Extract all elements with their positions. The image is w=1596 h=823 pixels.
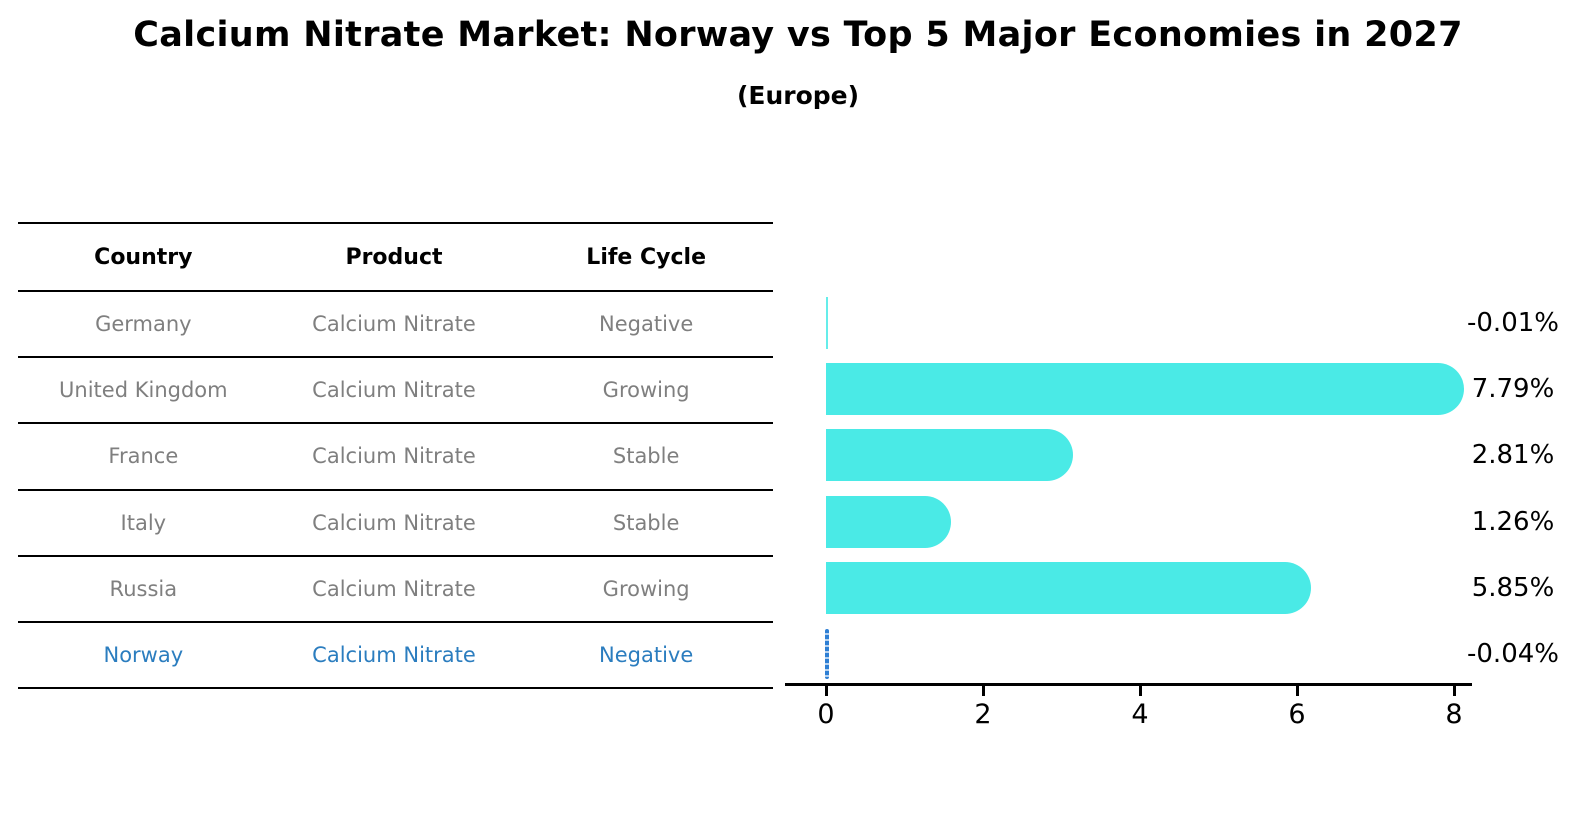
table-header-row: Country Product Life Cycle <box>18 224 773 292</box>
x-axis-tick-2 <box>982 686 985 696</box>
life-cycle-cell: Growing <box>602 378 690 403</box>
x-tick-label-2: 2 <box>974 699 992 730</box>
table-row-france: France Calcium Nitrate Stable <box>18 424 773 491</box>
x-axis-tick-6 <box>1296 686 1299 696</box>
table-row-germany: Germany Calcium Nitrate Negative <box>18 292 773 359</box>
value-label-norway: -0.04% <box>1467 638 1559 669</box>
country-cell: Italy <box>120 510 167 535</box>
table-row-italy: Italy Calcium Nitrate Stable <box>18 491 773 557</box>
life-cycle-cell: Stable <box>612 444 680 469</box>
column-header-product: Product <box>345 244 443 270</box>
product-cell: Calcium Nitrate <box>312 444 476 469</box>
bar-italy <box>826 495 951 548</box>
x-axis-line <box>785 683 1472 686</box>
table-body: Germany Calcium Nitrate Negative United Kin… <box>18 292 773 690</box>
x-tick-label-8: 8 <box>1445 699 1463 730</box>
x-tick-label-6: 6 <box>1288 699 1306 730</box>
life-cycle-cell: Negative <box>599 312 694 337</box>
value-label-italy: 1.26% <box>1471 506 1555 537</box>
product-cell: Calcium Nitrate <box>312 378 476 403</box>
chart-title: Calcium Nitrate Market: Norway vs Top 5 … <box>133 15 1463 55</box>
product-cell: Calcium Nitrate <box>312 312 476 337</box>
country-cell: Russia <box>109 576 178 601</box>
life-cycle-cell: Stable <box>612 510 680 535</box>
life-cycle-cell: Negative <box>599 643 694 668</box>
life-cycle-cell: Growing <box>602 576 690 601</box>
country-cell: United Kingdom <box>59 378 228 403</box>
bar-united-kingdom <box>826 363 1464 416</box>
x-tick-label-4: 4 <box>1131 699 1149 730</box>
value-label-germany: -0.01% <box>1467 308 1559 339</box>
country-cell: Norway <box>103 643 184 668</box>
table-row-norway: Norway Calcium Nitrate Negative <box>18 623 773 690</box>
product-cell: Calcium Nitrate <box>312 576 476 601</box>
bar-france <box>826 429 1073 482</box>
column-header-country: Country <box>94 244 193 270</box>
bar-germany <box>826 297 828 350</box>
x-tick-label-0: 0 <box>817 699 835 730</box>
value-label-france: 2.81% <box>1471 440 1555 471</box>
country-cell: Germany <box>95 312 192 337</box>
product-cell: Calcium Nitrate <box>312 643 476 668</box>
country-table: Country Product Life Cycle Germany Calciu… <box>18 222 773 690</box>
x-axis-tick-8 <box>1453 686 1456 696</box>
table-row-russia: Russia Calcium Nitrate Growing <box>18 557 773 623</box>
column-header-life-cycle: Life Cycle <box>586 244 706 270</box>
chart-subtitle: (Europe) <box>736 81 860 110</box>
table-row-united-kingdom: United Kingdom Calcium Nitrate Growing <box>18 358 773 425</box>
value-label-russia: 5.85% <box>1471 572 1555 603</box>
country-cell: France <box>108 444 179 469</box>
bar-russia <box>826 561 1312 614</box>
product-cell: Calcium Nitrate <box>312 510 476 535</box>
value-label-united-kingdom: 7.79% <box>1471 374 1555 405</box>
x-axis-tick-0 <box>825 686 828 696</box>
x-axis-tick-4 <box>1139 686 1142 696</box>
highlight-marker-norway <box>825 628 829 679</box>
